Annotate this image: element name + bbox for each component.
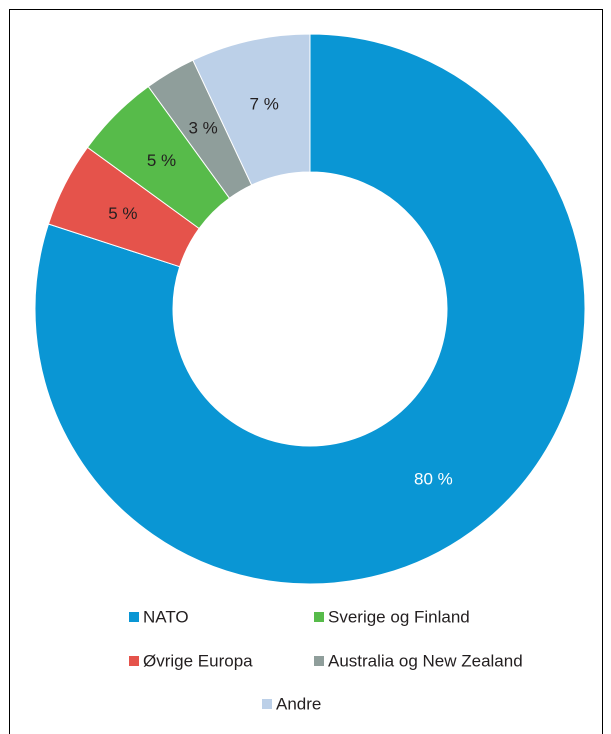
legend-label-nato: NATO	[143, 608, 189, 627]
data-label-andre: 7 %	[250, 95, 279, 114]
legend-label-ovrige-europa: Øvrige Europa	[143, 652, 253, 671]
slice-labels-group: 80 % 5 % 5 % 3 % 7 %	[108, 95, 453, 489]
legend: NATO Sverige og Finland Øvrige Europa Austr…	[129, 608, 523, 714]
legend-swatch-nato	[129, 612, 139, 622]
slice-andre	[192, 33, 311, 186]
legend-swatch-sverige-og-finland	[314, 612, 324, 622]
data-label-sverige-og-finland: 5 %	[147, 151, 176, 170]
legend-swatch-andre	[262, 699, 272, 709]
slice-nato	[34, 33, 586, 585]
legend-label-andre: Andre	[276, 695, 321, 714]
slices-group	[34, 33, 586, 585]
data-label-ovrige-europa: 5 %	[108, 204, 137, 223]
chart-frame	[9, 9, 603, 734]
data-label-australia-og-new-zealand: 3 %	[188, 119, 217, 138]
data-label-nato: 80 %	[414, 469, 453, 488]
legend-label-australia-og-new-zealand: Australia og New Zealand	[328, 652, 523, 671]
legend-swatch-ovrige-europa	[129, 656, 139, 666]
legend-swatch-australia-og-new-zealand	[314, 656, 324, 666]
legend-label-sverige-og-finland: Sverige og Finland	[328, 608, 470, 627]
